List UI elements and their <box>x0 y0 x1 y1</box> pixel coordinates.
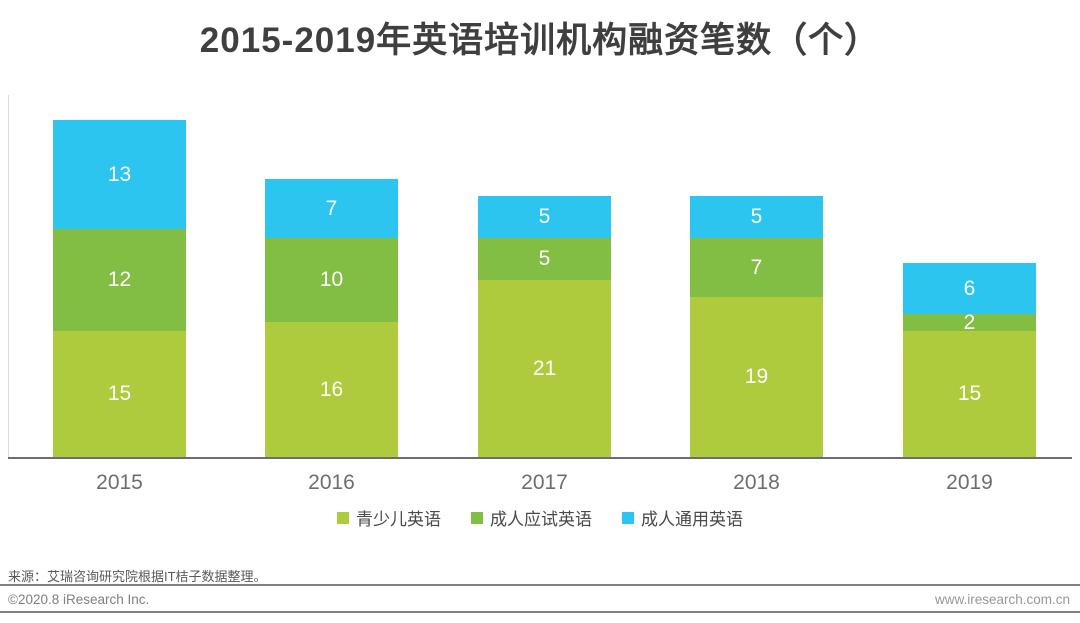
legend-label: 成人应试英语 <box>490 510 592 529</box>
website-link[interactable]: www.iresearch.com.cn <box>934 592 1070 607</box>
bar-segment: 13 <box>53 119 186 230</box>
legend-item-youth-english: 青少儿英语 <box>337 505 441 530</box>
legend-item-adult-exam-english: 成人应试英语 <box>471 505 592 530</box>
y-axis-line <box>8 95 9 459</box>
bar-value-label: 5 <box>538 205 551 229</box>
bar-segment: 5 <box>478 237 611 280</box>
bar-value-label: 15 <box>107 382 132 406</box>
stacked-bar-2015: 15 12 13 <box>53 119 186 457</box>
bar-segment: 5 <box>690 195 823 238</box>
legend-label: 成人通用英语 <box>641 510 743 529</box>
x-axis-label: 2017 <box>521 471 568 494</box>
bar-value-label: 21 <box>532 356 557 380</box>
bar-segment: 6 <box>903 263 1036 314</box>
bar-value-label: 16 <box>319 378 344 402</box>
bar-segment: 21 <box>478 279 611 457</box>
bar-value-label: 12 <box>107 268 132 292</box>
bar-segment: 15 <box>53 330 186 457</box>
bar-segment: 2 <box>903 310 1036 334</box>
footer-divider-top <box>0 584 1080 586</box>
x-axis-label: 2015 <box>96 471 143 494</box>
plot-area: 15 12 13 16 10 7 21 5 5 19 7 5 15 2 6 <box>8 95 1072 459</box>
bar-segment: 15 <box>903 330 1036 457</box>
x-axis-label: 2018 <box>733 471 780 494</box>
legend-swatch-icon <box>622 511 634 524</box>
stacked-bar-2018: 19 7 5 <box>690 195 823 457</box>
bar-value-label: 13 <box>107 163 132 187</box>
legend-label: 青少儿英语 <box>356 510 441 529</box>
bar-value-label: 5 <box>538 247 551 271</box>
x-axis-line <box>8 457 1072 459</box>
bar-segment: 10 <box>265 237 398 323</box>
stacked-bar-2016: 16 10 7 <box>265 178 398 457</box>
x-axis-labels: 2015 2016 2017 2018 2019 <box>0 471 1080 499</box>
footer-divider-bottom <box>0 611 1080 613</box>
bar-segment: 12 <box>53 229 186 331</box>
bar-value-label: 19 <box>744 365 769 389</box>
bar-segment: 16 <box>265 322 398 457</box>
bar-value-label: 5 <box>750 205 763 229</box>
source-note: 来源：艾瑞咨询研究院根据IT桔子数据整理。 <box>8 569 267 584</box>
bar-segment: 7 <box>690 237 823 297</box>
legend-item-adult-general-english: 成人通用英语 <box>622 505 743 530</box>
legend-swatch-icon <box>471 511 483 524</box>
x-axis-label: 2019 <box>946 471 993 494</box>
bar-segment: 5 <box>478 195 611 238</box>
bar-value-label: 7 <box>750 255 763 279</box>
chart-title: 2015-2019年英语培训机构融资笔数（个） <box>199 21 881 60</box>
bar-value-label: 7 <box>325 196 338 220</box>
legend: 青少儿英语 成人应试英语 成人通用英语 <box>0 505 1080 530</box>
bar-value-label: 10 <box>319 268 344 292</box>
bar-segment: 7 <box>265 178 398 238</box>
stacked-bar-2019: 15 2 6 <box>903 263 1036 457</box>
bar-value-label: 6 <box>963 276 976 300</box>
bar-value-label: 15 <box>957 382 982 406</box>
legend-swatch-icon <box>337 511 349 524</box>
copyright-text: ©2020.8 iResearch Inc. <box>8 592 150 607</box>
bar-segment: 19 <box>690 296 823 457</box>
x-axis-label: 2016 <box>308 471 355 494</box>
stacked-bar-2017: 21 5 5 <box>478 195 611 457</box>
bar-value-label: 2 <box>963 310 976 334</box>
